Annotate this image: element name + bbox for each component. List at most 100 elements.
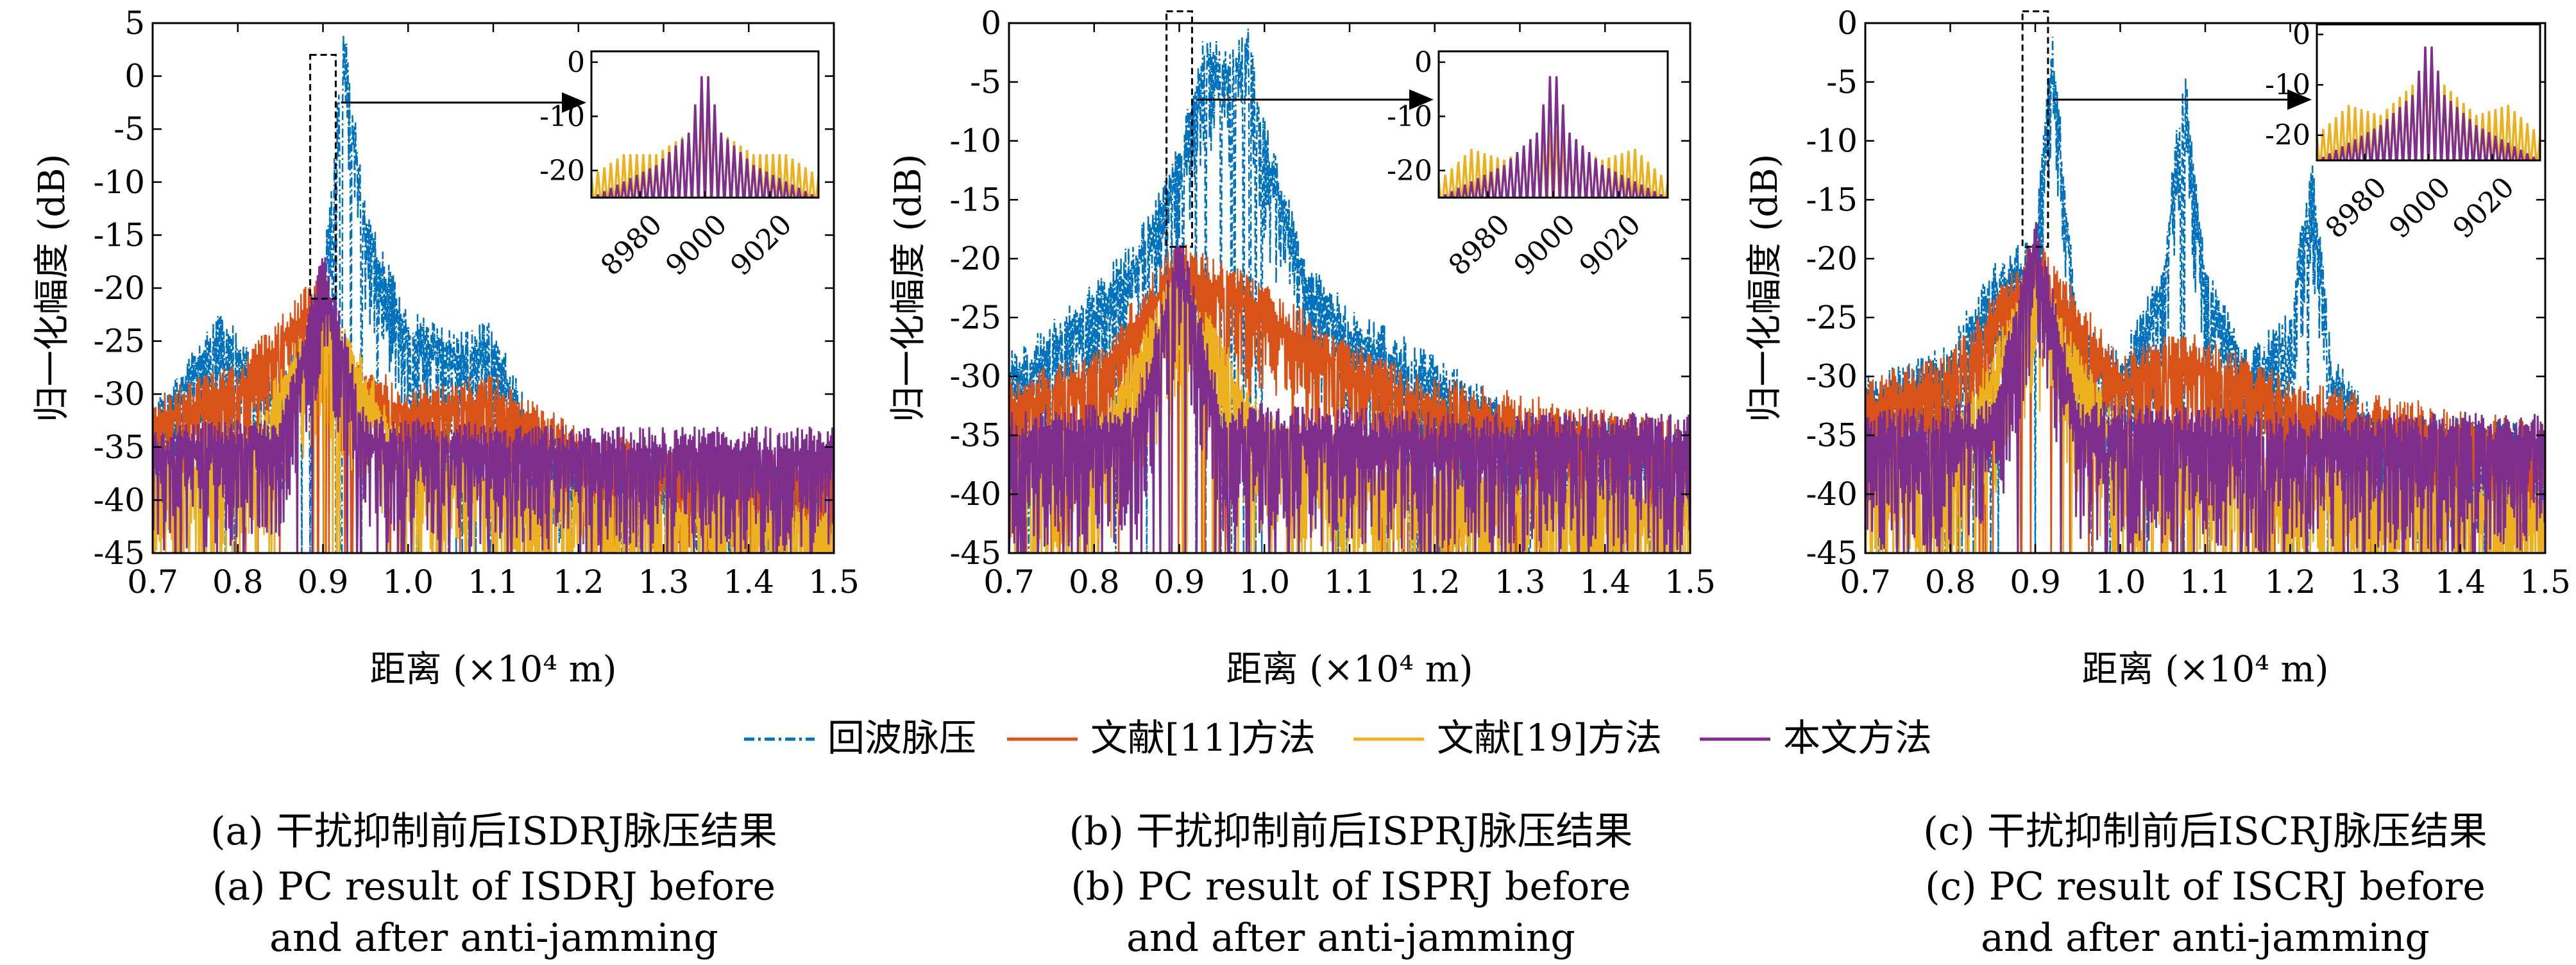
y-tick-label: -40	[949, 475, 1001, 513]
x-tick-label: 1.4	[1579, 563, 1631, 601]
legend-label-echo: 回波脉压	[827, 716, 976, 760]
series-m11-line	[1009, 244, 1690, 553]
y-tick-label: -5	[1826, 64, 1858, 101]
inset-series-m19-line	[2317, 64, 2540, 160]
x-tick-label: 1.4	[2435, 563, 2486, 601]
caption-cn: (a) 干扰抑制前后ISDRJ脉压结果	[210, 809, 777, 854]
x-tick-label: 0.8	[1925, 563, 1976, 601]
x-tick-label: 1.2	[1409, 563, 1461, 601]
y-tick-label: -5	[970, 64, 1001, 101]
x-tick-label: 1.1	[2180, 563, 2231, 601]
zoom-arrow-head	[1409, 89, 1434, 110]
legend-label-m19: 文献[19]方法	[1437, 716, 1662, 760]
chart-c: 0.7 0.8 0.9 1.0 1.1 1.2 1.3 1.4 1.5 0 -5 -10 -15 -20 -…	[1744, 4, 2571, 961]
series-ours-line	[1009, 244, 1690, 553]
x-tick-label: 0.9	[298, 563, 349, 601]
y-tick-label: 0	[981, 4, 1001, 42]
caption-en-line2: and after anti-jamming	[269, 916, 718, 961]
caption-en-line1: (c) PC result of ISCRJ before	[1925, 864, 2486, 909]
inset-y-tick-label: -10	[1387, 100, 1432, 133]
y-tick-label: -10	[949, 123, 1001, 160]
y-tick-label: 0	[124, 58, 145, 95]
inset-y-tick-label: -10	[2265, 69, 2310, 101]
y-tick-label: -35	[93, 429, 145, 466]
y-axis-label: 归一化幅度 (dB)	[31, 154, 73, 423]
inset-y-tick-label: -10	[539, 100, 585, 133]
inset-y-tick-label: -20	[1387, 155, 1432, 187]
x-tick-label: 1.5	[808, 563, 860, 601]
zoom-arrow-head	[2287, 89, 2312, 110]
inset-series-m19-line	[1439, 130, 1668, 198]
y-tick-label: -40	[1806, 475, 1858, 513]
y-tick-label: -45	[949, 534, 1001, 572]
y-tick-label: 0	[1837, 4, 1858, 42]
zoom-arrow-head	[562, 92, 586, 113]
legend-label-ours: 本文方法	[1783, 716, 1932, 760]
caption-en-line1: (b) PC result of ISPRJ before	[1071, 864, 1631, 909]
x-tick-label: 0.7	[983, 563, 1035, 601]
x-tick-label: 1.2	[553, 563, 604, 601]
y-tick-label: -45	[93, 534, 145, 572]
y-axis-label: 归一化幅度 (dB)	[888, 154, 929, 423]
x-tick-label: 0.7	[127, 563, 178, 601]
series-group	[153, 35, 834, 553]
x-tick-label: 1.5	[1665, 563, 1716, 601]
legend: 回波脉压 文献[11]方法 文献[19]方法 本文方法	[744, 716, 1932, 760]
inset-y-tick-label: 0	[567, 46, 585, 79]
series-ours-line	[153, 257, 834, 553]
x-axis-label: 距离 (×10⁴ m)	[1226, 649, 1473, 690]
y-tick-label: -35	[949, 416, 1001, 454]
y-tick-label: -25	[1806, 299, 1858, 336]
y-tick-label: -25	[949, 299, 1001, 336]
x-tick-label: 1.3	[1495, 563, 1546, 601]
y-tick-label: -5	[114, 110, 145, 148]
caption-en-line1: (a) PC result of ISDRJ before	[212, 864, 775, 909]
chart-b: 0.7 0.8 0.9 1.0 1.1 1.2 1.3 1.4 1.5 0 -5 -10 -15 -20 -…	[888, 4, 1716, 961]
caption-en-line2: and after anti-jamming	[1126, 916, 1575, 961]
inset-series-ours-line	[1439, 76, 1668, 198]
x-tick-label: 1.0	[2095, 563, 2146, 601]
x-tick-label: 1.3	[2350, 563, 2401, 601]
y-tick-label: -35	[1806, 416, 1858, 454]
inset-series-ours-line	[2317, 46, 2540, 160]
zoom-box	[1165, 10, 1193, 248]
x-tick-label: 1.4	[723, 563, 774, 601]
y-tick-label: -30	[1806, 358, 1858, 395]
series-m11-line	[1865, 238, 2545, 553]
zoom-box	[2021, 10, 2049, 248]
x-tick-label: 0.9	[1154, 563, 1205, 601]
y-tick-label: -20	[1806, 240, 1858, 277]
y-tick-label: -10	[93, 164, 145, 201]
y-tick-label: -10	[1806, 123, 1858, 160]
x-axis-label: 距离 (×10⁴ m)	[369, 649, 616, 690]
y-tick-label: -15	[949, 181, 1001, 218]
inset-series-m19-line	[591, 102, 818, 198]
y-tick-label: -45	[1806, 534, 1858, 572]
series-group	[1009, 28, 1690, 553]
series-ours-line	[1865, 221, 2545, 553]
y-tick-label: -15	[93, 216, 145, 253]
y-tick-label: 5	[124, 4, 145, 42]
y-tick-label: -30	[93, 375, 145, 413]
x-axis-label: 距离 (×10⁴ m)	[2081, 649, 2328, 690]
x-tick-label: 0.9	[2010, 563, 2061, 601]
x-tick-label: 1.5	[2520, 563, 2571, 601]
x-tick-label: 0.7	[1840, 563, 1891, 601]
series-group	[1865, 37, 2545, 553]
x-tick-label: 1.0	[382, 563, 434, 601]
inset-y-tick-label: 0	[2292, 19, 2310, 51]
x-tick-label: 0.8	[1069, 563, 1120, 601]
y-axis-label: 归一化幅度 (dB)	[1744, 154, 1786, 423]
x-tick-label: 1.3	[638, 563, 690, 601]
x-tick-label: 1.1	[1324, 563, 1375, 601]
series-echo-line	[1009, 28, 1690, 553]
caption-cn: (c) 干扰抑制前后ISCRJ脉压结果	[1923, 809, 2487, 854]
legend-label-m11: 文献[11]方法	[1090, 716, 1316, 760]
x-tick-label: 0.8	[212, 563, 264, 601]
chart-a: 0.7 0.8 0.9 1.0 1.1 1.2 1.3 1.4 1.5 5 0 -5 -10 -15 -20…	[31, 4, 860, 961]
zoom-box	[309, 54, 337, 300]
caption-cn: (b) 干扰抑制前后ISPRJ脉压结果	[1069, 809, 1633, 854]
y-tick-label: -30	[949, 358, 1001, 395]
y-tick-label: -20	[949, 240, 1001, 277]
inset-y-tick-label: -20	[539, 155, 585, 187]
